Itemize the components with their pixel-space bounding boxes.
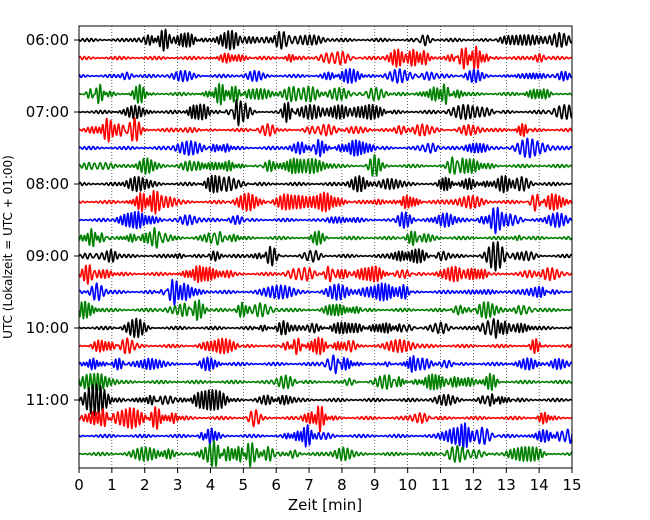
x-tick-label: 12 [464, 476, 483, 494]
x-tick-label: 2 [140, 476, 150, 494]
x-tick-label: 0 [74, 476, 84, 494]
y-tick-label: 09:00 [26, 247, 69, 265]
seismogram-trace [79, 354, 572, 375]
y-tick-label: 10:00 [26, 319, 69, 337]
seismogram-trace [79, 383, 572, 417]
seismogram-trace [79, 98, 572, 127]
x-tick-label: 15 [562, 476, 581, 494]
seismogram-trace [79, 189, 572, 215]
x-tick-label: 14 [530, 476, 549, 494]
y-tick-label: 11:00 [26, 391, 69, 409]
seismogram-trace [79, 45, 572, 70]
seismogram-trace [79, 299, 572, 321]
seismogram-trace [79, 206, 572, 235]
y-axis-label: UTC (Lokalzeit = UTC + 01:00) [1, 155, 15, 339]
seismogram-trace [79, 227, 572, 249]
x-tick-label: 4 [206, 476, 216, 494]
seismogram-trace [79, 241, 572, 272]
x-axis-label: Zeit [min] [288, 496, 362, 514]
seismogram-trace [79, 264, 572, 285]
x-tick-label: 3 [173, 476, 183, 494]
seismogram-trace [79, 137, 572, 159]
seismogram-trace [79, 440, 572, 468]
seismogram-trace [79, 67, 572, 84]
x-tick-label: 7 [304, 476, 314, 494]
plot-frame [78, 25, 573, 469]
seismogram-trace [79, 82, 572, 106]
seismogram-trace [79, 28, 572, 52]
y-tick-label: 06:00 [26, 31, 69, 49]
x-tick-label: 8 [337, 476, 347, 494]
x-tick-label: 13 [497, 476, 516, 494]
seismogram-trace [79, 174, 572, 194]
x-tick-label: 11 [431, 476, 450, 494]
y-tick-label: 08:00 [26, 175, 69, 193]
x-tick-label: 1 [107, 476, 117, 494]
seismogram-trace [79, 153, 572, 177]
x-tick-label: 6 [271, 476, 281, 494]
seismogram-trace [79, 372, 572, 392]
y-tick-label: 07:00 [26, 103, 69, 121]
seismogram-trace [79, 422, 572, 450]
seismogram-trace [79, 278, 572, 307]
seismogram-trace [79, 317, 572, 339]
x-tick-label: 5 [239, 476, 249, 494]
seismogram-trace [79, 116, 572, 143]
x-tick-label: 10 [398, 476, 417, 494]
seismogram-traces [79, 28, 572, 468]
y-axis-ticks: 06:00 07:00 08:00 09:00 10:00 11:00 [26, 31, 79, 409]
x-tick-label: 9 [370, 476, 380, 494]
seismogram-trace [79, 336, 572, 356]
seismogram-trace [79, 405, 572, 433]
x-axis-ticks: 0 1 2 3 4 5 6 7 8 9 10 11 12 13 14 15 [74, 468, 582, 494]
